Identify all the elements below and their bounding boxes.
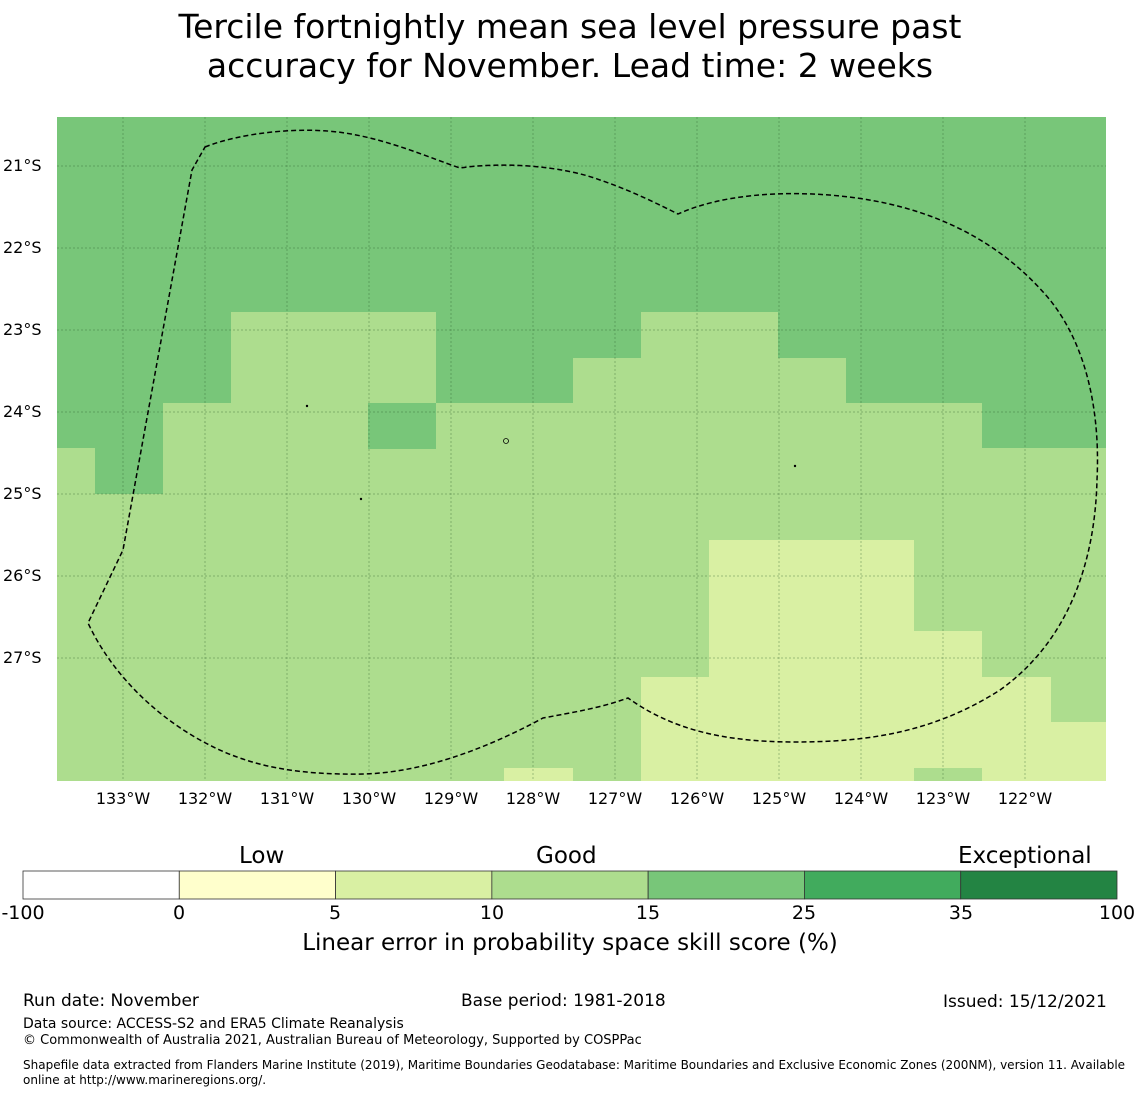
- colorbar-segment: [804, 870, 962, 900]
- lon-label: 126°W: [669, 789, 725, 808]
- data-source: Data source: ACCESS-S2 and ERA5 Climate …: [23, 1016, 404, 1032]
- colorbar-tick: 10: [479, 902, 505, 924]
- colorbar-tick: 15: [635, 902, 661, 924]
- eez-boundary: [87, 129, 1099, 775]
- graticule: [57, 117, 1106, 781]
- colorbar-tick: 35: [948, 902, 974, 924]
- skill-cells-15-25-patches: [368, 403, 1106, 722]
- cell-10-15: [573, 358, 846, 404]
- colorbar-category-good: Good: [536, 843, 597, 869]
- issued-date: Issued: 15/12/2021: [943, 992, 1107, 1012]
- lon-label: 132°W: [177, 789, 233, 808]
- cell-10-15: [57, 448, 95, 495]
- lon-label: 127°W: [587, 789, 643, 808]
- map-title-line2: accuracy for November. Lead time: 2 week…: [206, 46, 934, 85]
- cell-5-10: [1051, 722, 1106, 781]
- lat-label: 22°S: [3, 238, 42, 257]
- cell-15-25: [368, 403, 436, 449]
- colorbar-segment: [178, 870, 336, 900]
- lon-label: 123°W: [915, 789, 971, 808]
- cell-10-15: [1051, 677, 1106, 722]
- base-period: Base period: 1981-2018: [461, 991, 666, 1011]
- cell-10-15: [641, 312, 778, 359]
- colorbar-segment: [960, 870, 1118, 900]
- cell-10-15: [914, 768, 982, 781]
- colorbar-tick: 100: [1098, 902, 1136, 924]
- colorbar-segment: [335, 870, 493, 900]
- lat-label: 24°S: [3, 402, 42, 421]
- lon-label: 130°W: [341, 789, 397, 808]
- run-date: Run date: November: [23, 991, 199, 1011]
- colorbar-tick: 0: [172, 902, 186, 924]
- copyright: © Commonwealth of Australia 2021, Austra…: [23, 1033, 642, 1048]
- cell-10-15: [163, 448, 1106, 495]
- lon-label: 131°W: [259, 789, 315, 808]
- cell-5-10: [504, 768, 573, 781]
- lat-label: 26°S: [3, 566, 42, 585]
- colorbar-category-low: Low: [239, 843, 285, 869]
- colorbar-segment: [491, 870, 649, 900]
- colorbar: [22, 870, 1118, 900]
- colorbar-tick: 25: [791, 902, 817, 924]
- shapefile-credit: Shapefile data extracted from Flanders M…: [23, 1058, 1126, 1087]
- cell-10-15: [163, 403, 368, 449]
- lat-label: 27°S: [3, 648, 42, 667]
- lat-label: 25°S: [3, 484, 42, 503]
- colorbar-category-exceptional: Exceptional: [958, 843, 1092, 869]
- colorbar-tick: 5: [328, 902, 342, 924]
- cell-10-15: [436, 403, 982, 449]
- lon-label: 122°W: [997, 789, 1053, 808]
- lon-label: 129°W: [423, 789, 479, 808]
- colorbar-label: Linear error in probability space skill …: [302, 930, 838, 956]
- lat-label: 21°S: [3, 156, 42, 175]
- lon-label: 128°W: [505, 789, 561, 808]
- map-title-line1: Tercile fortnightly mean sea level press…: [178, 7, 962, 46]
- colorbar-tick: -100: [1, 902, 45, 924]
- colorbar-segment: [647, 870, 805, 900]
- cell-10-15: [231, 312, 436, 404]
- cell-5-10: [982, 677, 1051, 781]
- lon-label: 125°W: [751, 789, 807, 808]
- cell-5-10: [641, 677, 709, 781]
- lon-label: 124°W: [833, 789, 889, 808]
- lon-label: 133°W: [95, 789, 151, 808]
- lat-label: 23°S: [3, 320, 42, 339]
- cell-5-10: [914, 631, 982, 781]
- colorbar-segment: [22, 870, 180, 900]
- island-markers: [305, 404, 797, 501]
- cell-5-10: [709, 540, 914, 781]
- skill-cells-5-10: [504, 540, 1106, 781]
